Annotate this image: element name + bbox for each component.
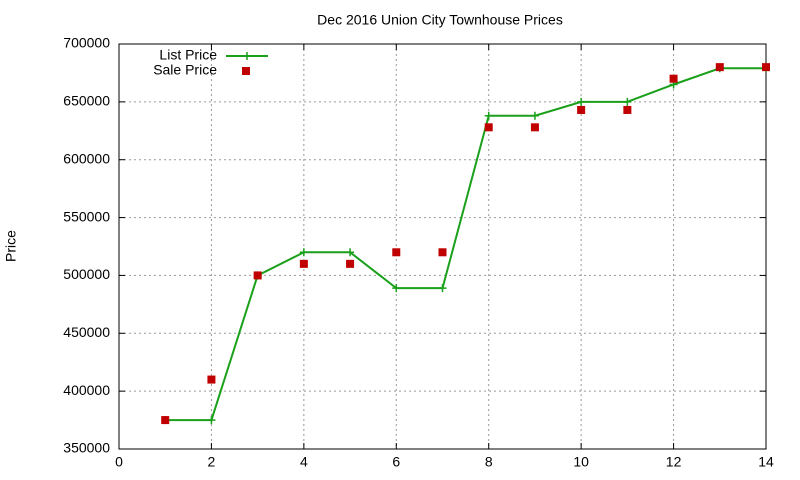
point <box>530 111 539 120</box>
point <box>346 259 355 268</box>
point <box>715 63 724 72</box>
line <box>165 67 766 422</box>
y-tick-label: 500000 <box>63 266 110 282</box>
x-tick-label: 8 <box>485 454 493 470</box>
x-tick-label: 12 <box>666 454 682 470</box>
point <box>623 97 632 106</box>
legend-marker <box>242 67 250 75</box>
point <box>577 105 586 114</box>
point <box>392 248 401 257</box>
point <box>299 248 308 257</box>
point <box>346 248 355 257</box>
x-tick-label: 0 <box>115 454 123 470</box>
chart-title: Dec 2016 Union City Townhouse Prices <box>317 12 563 28</box>
x-tick-label: 2 <box>208 454 216 470</box>
x-tick-label: 6 <box>392 454 400 470</box>
point <box>484 111 493 120</box>
point <box>762 63 770 72</box>
point <box>207 375 216 384</box>
point <box>207 416 216 425</box>
y-tick-label: 350000 <box>63 440 110 456</box>
point <box>438 248 447 257</box>
x-tick-label: 10 <box>573 454 589 470</box>
point <box>392 284 401 293</box>
x-tick-label: 14 <box>758 454 774 470</box>
y-tick-label: 600000 <box>63 150 110 166</box>
point <box>484 123 493 132</box>
point <box>299 259 308 268</box>
y-tick-label: 650000 <box>63 93 110 109</box>
point <box>530 123 539 132</box>
plot-border <box>118 43 767 450</box>
legend-label: List Price <box>159 47 217 63</box>
point <box>669 74 678 83</box>
y-tick-label: 700000 <box>63 35 110 51</box>
point <box>253 271 262 280</box>
y-tick-label: 550000 <box>63 208 110 224</box>
point <box>438 284 447 293</box>
y-tick-label: 450000 <box>63 324 110 340</box>
y-axis-label: Price <box>3 230 19 262</box>
point <box>577 97 586 106</box>
legend-label: Sale Price <box>153 62 217 78</box>
x-tick-label: 4 <box>300 454 308 470</box>
point <box>161 416 170 425</box>
y-tick-label: 400000 <box>63 382 110 398</box>
legend-marker <box>243 52 251 60</box>
point <box>623 105 632 114</box>
